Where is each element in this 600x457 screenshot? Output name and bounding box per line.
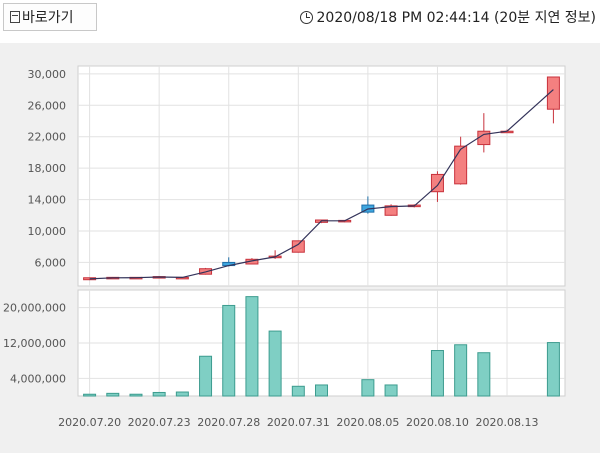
volume-bar [477, 352, 491, 397]
price-y-tick-label: 22,000 [28, 131, 67, 144]
candle-body [384, 205, 398, 216]
volume-y-tick-label: 12,000,000 [3, 337, 66, 350]
x-tick-label: 2020.07.28 [197, 416, 260, 429]
x-tick-label: 2020.08.13 [476, 416, 539, 429]
volume-bar [454, 344, 468, 397]
volume-bar [199, 355, 213, 397]
x-tick-label: 2020.07.23 [128, 416, 191, 429]
price-y-tick-label: 18,000 [28, 162, 67, 175]
chart-svg: 2020.07.20 2020.07.23 2020.07.28 2020.07.31… [3, 65, 566, 429]
volume-bar [245, 296, 259, 397]
volume-bar [546, 342, 560, 397]
volume-bar [175, 391, 189, 397]
volume-bar [291, 385, 305, 397]
candle-body [546, 76, 560, 110]
price-y-tick-label: 6,000 [35, 256, 67, 269]
price-y-tick-label: 26,000 [28, 99, 67, 112]
volume-bar [222, 304, 236, 397]
volume-bar [361, 379, 375, 397]
timestamp: 2020/08/18 PM 02:44:14 (20분 지연 정보) [299, 7, 596, 27]
stock-chart: 2020.07.20 2020.07.23 2020.07.28 2020.07.31… [0, 43, 600, 453]
candle-body [454, 145, 468, 185]
volume-bar [106, 392, 120, 397]
shortcut-icon [10, 11, 20, 23]
x-tick-label: 2020.08.10 [406, 416, 469, 429]
x-tick-label: 2020.08.05 [336, 416, 399, 429]
x-tick-label: 2020.07.31 [267, 416, 330, 429]
volume-bar [83, 393, 97, 397]
timestamp-text: 2020/08/18 PM 02:44:14 (20분 지연 정보) [316, 10, 596, 26]
top-bar: 바로가기 2020/08/18 PM 02:44:14 (20분 지연 정보) [0, 0, 600, 40]
clock-icon [299, 10, 313, 24]
volume-bar [430, 350, 444, 397]
volume-bar [129, 393, 143, 397]
shortcut-label: 바로가기 [22, 10, 74, 26]
volume-bar [268, 330, 282, 397]
volume-bar [315, 384, 328, 397]
shortcut-button[interactable]: 바로가기 [3, 3, 97, 31]
candle-body [291, 240, 305, 253]
volume-y-tick-label: 20,000,000 [3, 302, 66, 315]
x-tick-label: 2020.07.20 [58, 416, 121, 429]
volume-bar [384, 384, 398, 397]
price-y-tick-label: 10,000 [28, 225, 67, 238]
volume-y-tick-label: 4,000,000 [10, 372, 66, 385]
volume-bar [152, 391, 166, 397]
price-trend-line [89, 89, 554, 280]
price-panel [77, 65, 566, 287]
price-y-tick-label: 30,000 [28, 68, 67, 81]
price-y-tick-label: 14,000 [28, 194, 67, 207]
